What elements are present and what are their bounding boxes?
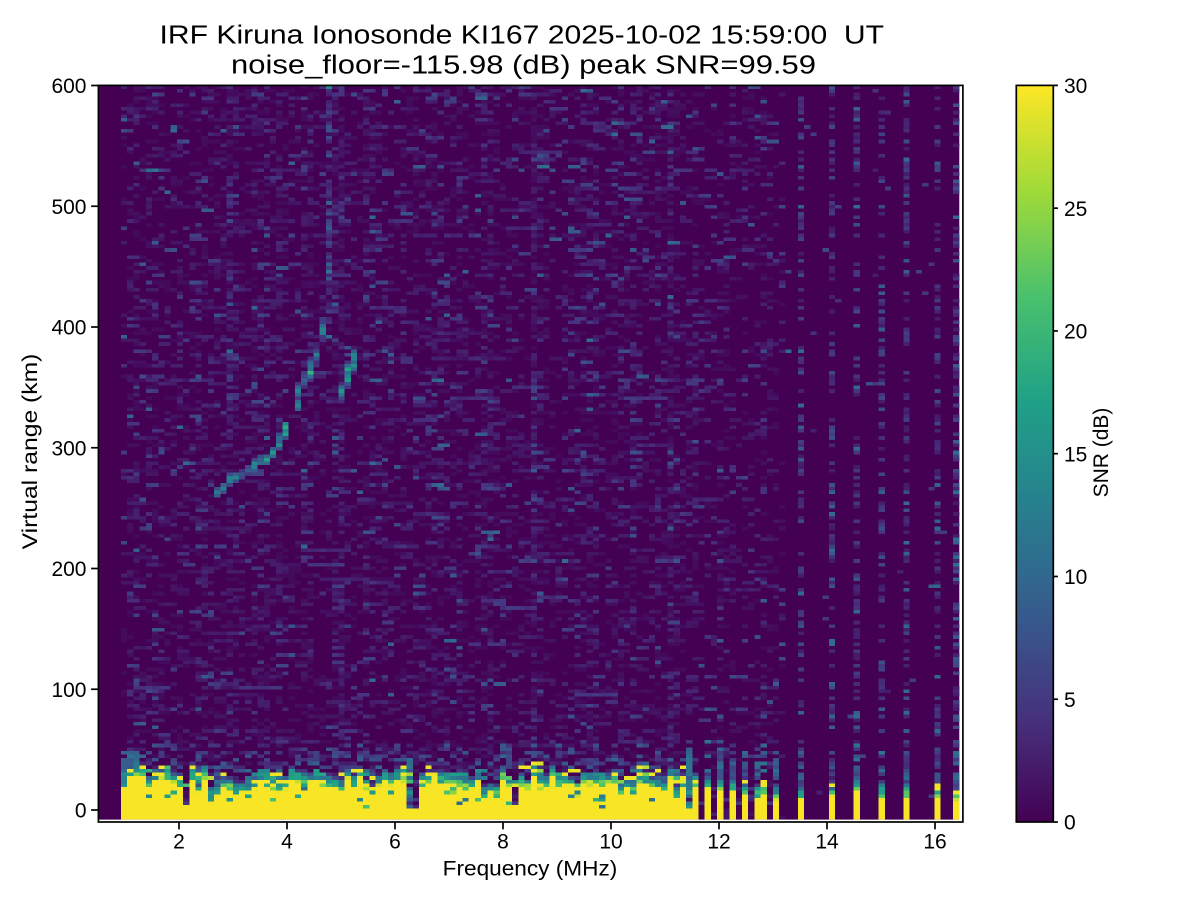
- svg-text:10: 10: [599, 831, 622, 854]
- svg-text:6: 6: [389, 831, 401, 854]
- svg-text:16: 16: [923, 831, 946, 854]
- svg-text:100: 100: [51, 679, 86, 702]
- svg-text:600: 600: [51, 75, 86, 98]
- svg-text:200: 200: [51, 558, 86, 581]
- svg-text:SNR (dB): SNR (dB): [1090, 408, 1113, 498]
- svg-text:IRF Kiruna Ionosonde KI167 202: IRF Kiruna Ionosonde KI167 2025-10-02 15…: [160, 21, 885, 49]
- svg-text:0: 0: [75, 800, 87, 823]
- svg-text:400: 400: [51, 317, 86, 340]
- svg-text:30: 30: [1064, 75, 1087, 98]
- svg-text:0: 0: [1064, 812, 1076, 835]
- svg-text:Frequency (MHz): Frequency (MHz): [443, 857, 618, 880]
- svg-text:20: 20: [1064, 321, 1087, 344]
- svg-text:2: 2: [173, 831, 185, 854]
- svg-text:4: 4: [281, 831, 293, 854]
- svg-text:8: 8: [497, 831, 509, 854]
- svg-text:25: 25: [1064, 198, 1087, 221]
- svg-text:5: 5: [1064, 689, 1076, 712]
- svg-text:noise_floor=-115.98 (dB) peak: noise_floor=-115.98 (dB) peak SNR=99.59: [231, 51, 816, 79]
- svg-text:15: 15: [1064, 443, 1087, 466]
- svg-text:500: 500: [51, 196, 86, 219]
- svg-text:300: 300: [51, 437, 86, 460]
- svg-text:Virtual range (km): Virtual range (km): [19, 354, 42, 550]
- svg-text:12: 12: [707, 831, 730, 854]
- svg-text:10: 10: [1064, 566, 1087, 589]
- svg-text:14: 14: [815, 831, 839, 854]
